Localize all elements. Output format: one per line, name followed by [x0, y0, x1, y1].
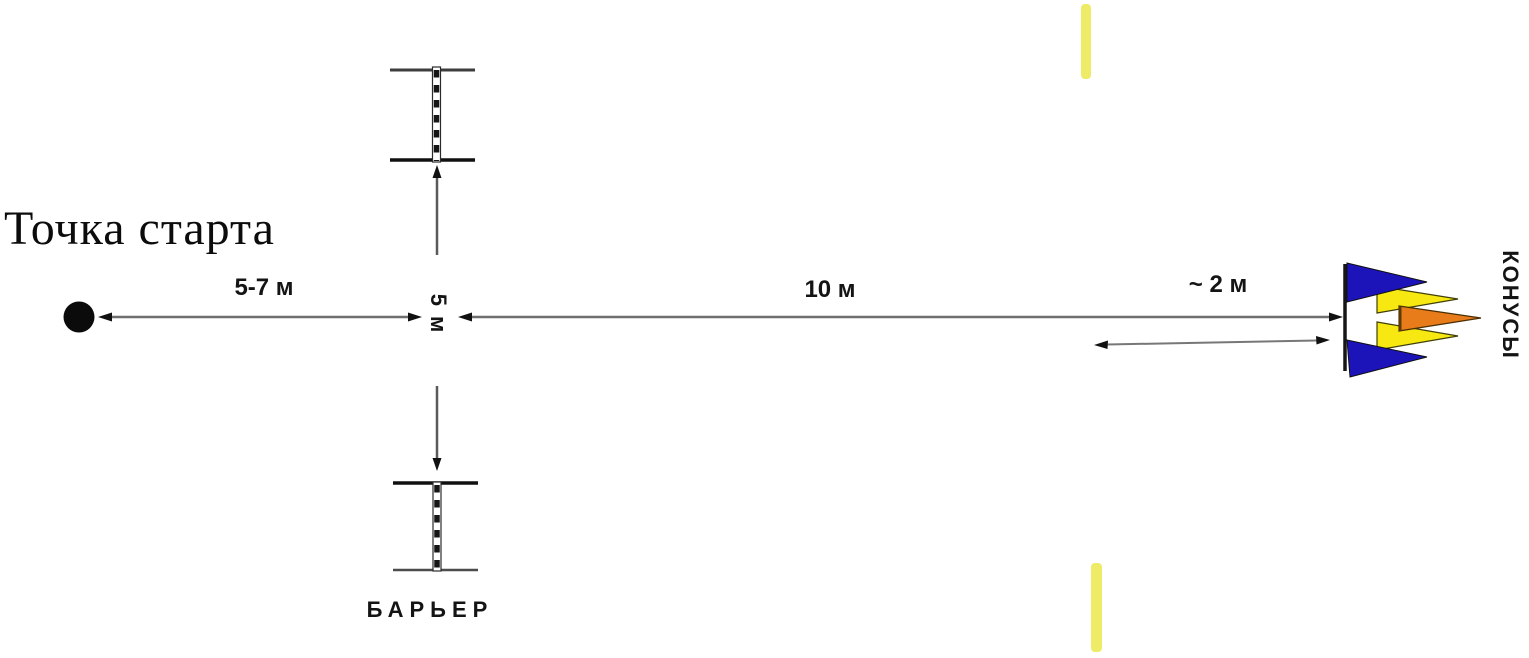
arrow-barrier-to-cones [458, 312, 1343, 322]
bottom-barrier-icon [393, 481, 478, 572]
distance-label-barrier-gap: 5 м [426, 293, 451, 335]
distance-label-finish-to-cones: ~ 2 м [1188, 271, 1248, 298]
finish-line-top-icon [1081, 4, 1091, 79]
distance-label-barrier-to-cones: 10 м [804, 276, 856, 303]
barrier-label: БАРЬЕР [366, 597, 494, 622]
distance-label-start-to-barrier: 5-7 м [234, 274, 294, 301]
arrow-down-to-bottom-barrier [432, 386, 442, 471]
start-point-dot-icon [63, 301, 95, 333]
cones-label: КОНУСЫ [1498, 250, 1523, 360]
finish-line-bottom-icon [1091, 563, 1102, 652]
arrow-up-to-top-barrier [432, 165, 442, 255]
arrow-finish-to-cones [1094, 336, 1330, 349]
start-point-label: Точка старта [4, 202, 275, 255]
top-barrier-icon [390, 66, 475, 163]
cones-flags-icon [1343, 262, 1482, 378]
arrow-start-to-barrier [98, 312, 422, 322]
